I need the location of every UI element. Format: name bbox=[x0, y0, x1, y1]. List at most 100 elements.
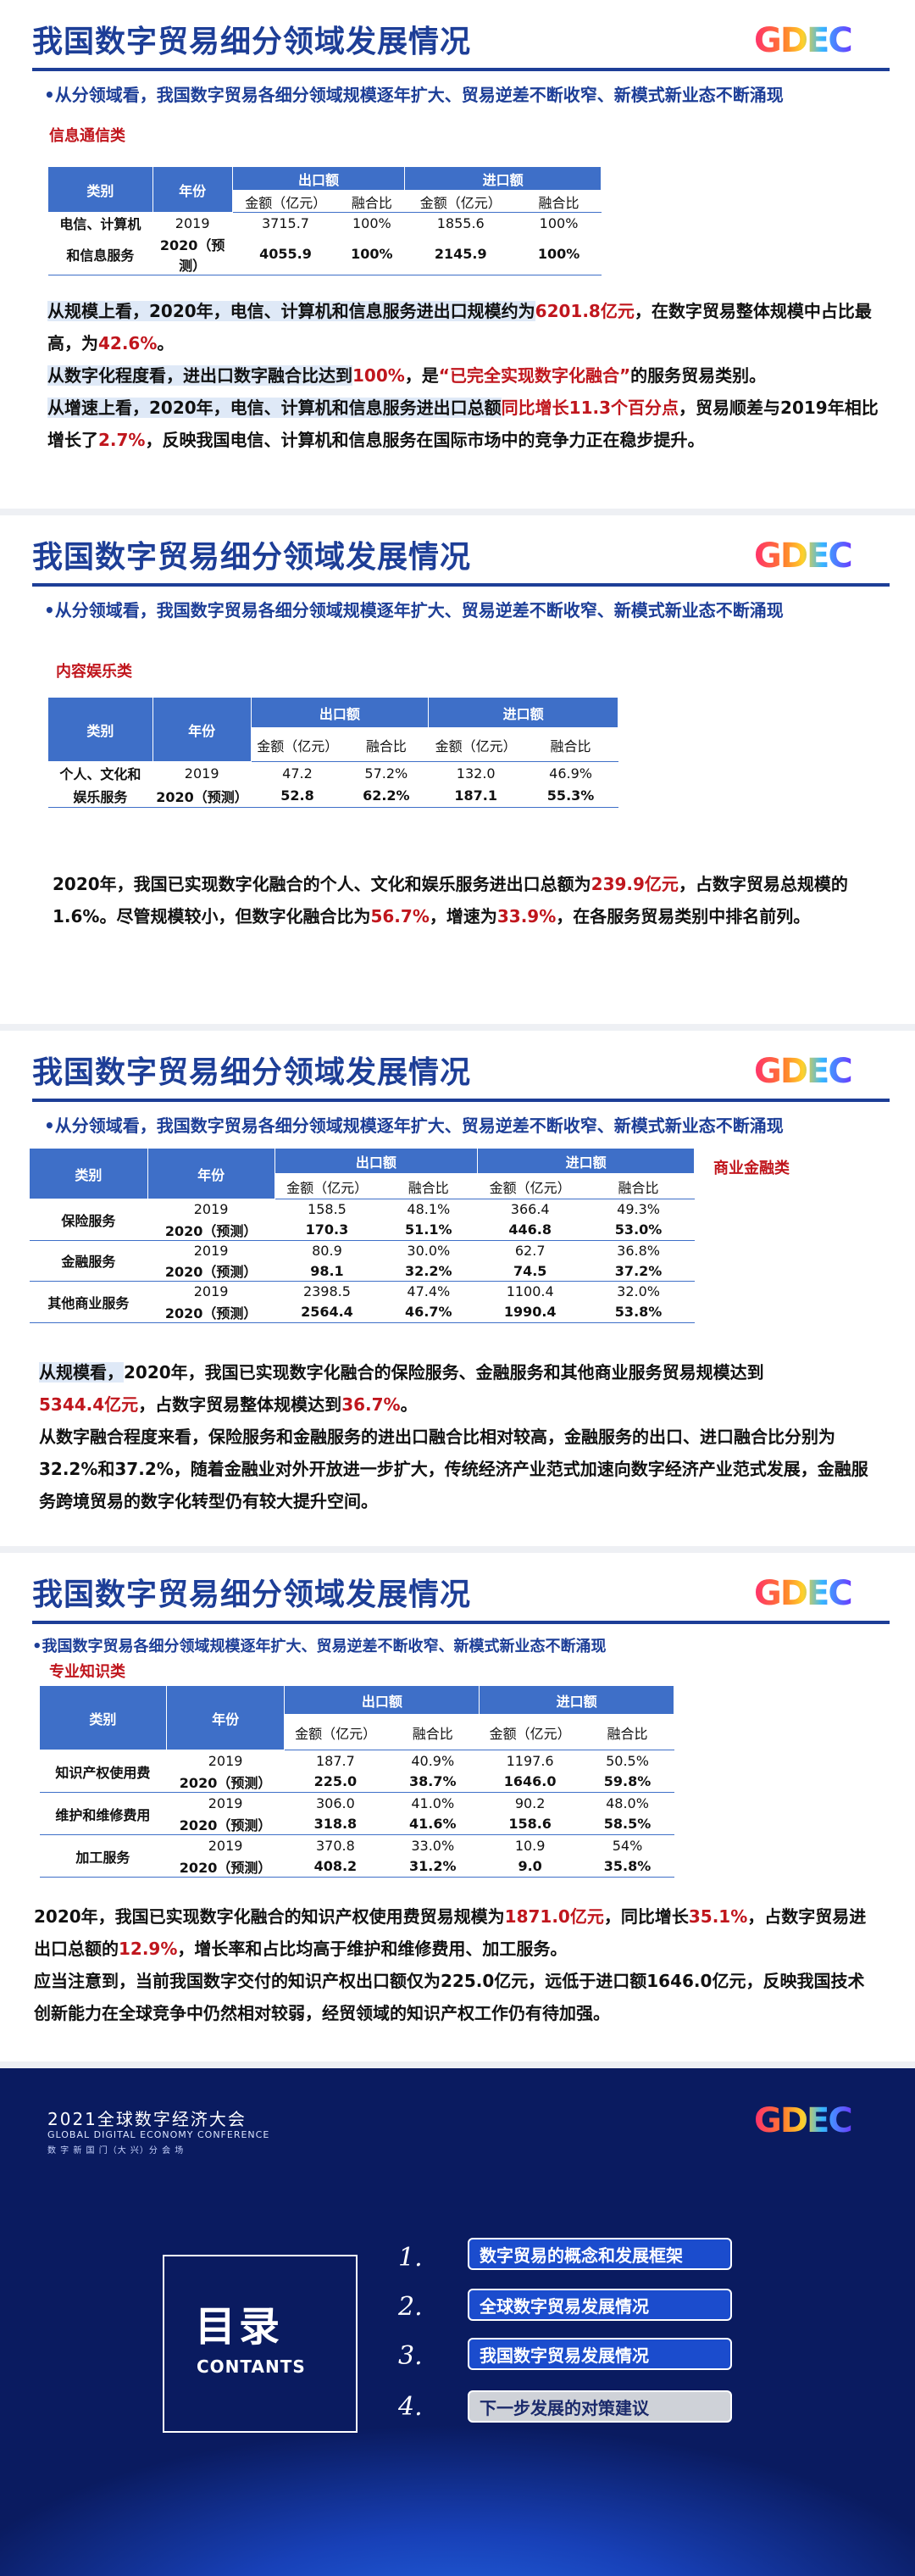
cell-export: 2398.5 bbox=[302, 1283, 351, 1300]
paragraph: 2020年，我国已实现数字化融合的个人、文化和娱乐服务进出口总额为239.9亿元… bbox=[53, 874, 848, 926]
cell-year: 2020（预测） bbox=[147, 1260, 274, 1282]
col-ratio: 融合比 bbox=[343, 727, 429, 762]
cell-year: 2020（预测） bbox=[166, 1771, 285, 1793]
cell-import-ratio: 50.5% bbox=[606, 1752, 649, 1769]
cell-import-ratio: 36.8% bbox=[617, 1242, 660, 1259]
col-category: 类别 bbox=[47, 697, 153, 762]
gdec-logo: GDEC bbox=[754, 1052, 853, 1091]
cell-year: 2020（预测） bbox=[147, 1301, 274, 1323]
table-row: 维护和维修费用 2019 306.0 41.0% 90.2 48.0% bbox=[39, 1792, 674, 1835]
cell-export-ratio: 100% bbox=[352, 214, 391, 231]
cell-year: 2019 bbox=[193, 1201, 229, 1218]
cell-export-ratio: 33.0% bbox=[411, 1837, 455, 1854]
col-year: 年份 bbox=[147, 1148, 275, 1199]
col-amount: 金额（亿元） bbox=[404, 190, 517, 213]
cell-import: 366.4 bbox=[510, 1201, 550, 1218]
bullet-text: •我国数字贸易各细分领域规模逐年扩大、贸易逆差不断收窄、新模式新业态不断涌现 bbox=[32, 1638, 607, 1655]
conference-name-en: GLOBAL DIGITAL ECONOMY CONFERENCE bbox=[47, 2129, 270, 2140]
col-category: 类别 bbox=[29, 1148, 148, 1199]
cell-year: 2019 bbox=[208, 1752, 243, 1769]
cell-year: 2019 bbox=[193, 1283, 229, 1300]
cell-import-ratio: 55.3% bbox=[523, 784, 618, 808]
cell-year: 2019 bbox=[193, 1242, 229, 1259]
table-row: 2020（预测） 408.2 31.2% 9.0 35.8% bbox=[40, 1855, 674, 1878]
cell-import: 132.0 bbox=[456, 765, 496, 782]
col-export: 出口额 bbox=[250, 697, 430, 728]
cell-import-ratio: 58.5% bbox=[580, 1813, 674, 1835]
cell-export: 306.0 bbox=[315, 1794, 355, 1811]
category-label: 专业知识类 bbox=[49, 1663, 125, 1681]
cell-export: 3715.7 bbox=[261, 214, 309, 231]
paragraph: 2020年，我国已实现数字化融合的知识产权使用费贸易规模为1871.0亿元，同比… bbox=[34, 1906, 867, 1959]
row-name: 和信息服务 bbox=[47, 233, 153, 275]
col-export: 出口额 bbox=[274, 1148, 479, 1174]
gdec-logo: GDEC bbox=[754, 21, 853, 60]
toc-number: 3. bbox=[398, 2341, 423, 2371]
conference-name: 2021全球数字经济大会 bbox=[47, 2109, 247, 2129]
toc-number: 1. bbox=[398, 2243, 423, 2273]
cell-export: 158.5 bbox=[308, 1201, 347, 1218]
col-category: 类别 bbox=[39, 1685, 167, 1750]
slide-finance: 我国数字贸易细分领域发展情况 GDEC •从分领域看，我国数字贸易各细分领域规模… bbox=[0, 1031, 915, 1546]
cell-export: 52.8 bbox=[251, 784, 344, 808]
cell-export-ratio: 51.1% bbox=[379, 1219, 478, 1241]
category-label: 内容娱乐类 bbox=[56, 663, 132, 681]
cell-export: 80.9 bbox=[312, 1242, 342, 1259]
cell-import-ratio: 53.8% bbox=[582, 1301, 695, 1323]
cell-export: 187.7 bbox=[315, 1752, 355, 1769]
cell-export-ratio: 41.0% bbox=[411, 1794, 455, 1811]
cell-export: 2564.4 bbox=[274, 1301, 380, 1323]
title-rule bbox=[32, 583, 890, 587]
cell-import-ratio: 48.0% bbox=[606, 1794, 649, 1811]
col-category: 类别 bbox=[47, 166, 153, 213]
paragraph: 从规模上看，2020年，电信、计算机和信息服务进出口规模约为6201.8亿元，在… bbox=[47, 301, 879, 450]
cell-year: 2020（预测） bbox=[147, 1219, 274, 1241]
col-import: 进口额 bbox=[404, 166, 602, 191]
toc-item-concept[interactable]: 数字贸易的概念和发展框架 bbox=[468, 2238, 732, 2270]
cell-export-ratio: 41.6% bbox=[385, 1813, 480, 1835]
paragraph: 从数字融合程度来看，保险服务和金融服务的进出口融合比相对较高，金融服务的出口、进… bbox=[39, 1427, 868, 1511]
cell-export: 408.2 bbox=[284, 1855, 386, 1878]
cell-export-ratio: 57.2% bbox=[364, 765, 408, 782]
col-amount: 金额（亿元） bbox=[477, 1173, 583, 1199]
category-label: 商业金融类 bbox=[713, 1160, 790, 1177]
row-name: 加工服务 bbox=[39, 1834, 167, 1878]
row-name: 电信、计算机 bbox=[59, 216, 141, 233]
slide-telecom: 我国数字贸易细分领域发展情况 GDEC •从分领域看，我国数字贸易各细分领域规模… bbox=[0, 0, 915, 509]
toc-item-china[interactable]: 我国数字贸易发展情况 bbox=[468, 2338, 732, 2370]
cell-import-ratio: 49.3% bbox=[617, 1201, 660, 1218]
cell-import-ratio: 37.2% bbox=[582, 1260, 695, 1282]
cell-export: 225.0 bbox=[284, 1771, 386, 1793]
slide-title: 我国数字贸易细分领域发展情况 bbox=[32, 25, 472, 59]
gdec-logo: GDEC bbox=[754, 1574, 853, 1613]
col-export: 出口额 bbox=[284, 1685, 480, 1715]
cell-export-ratio: 38.7% bbox=[385, 1771, 480, 1793]
col-ratio: 融合比 bbox=[523, 727, 618, 762]
cell-import: 90.2 bbox=[514, 1794, 546, 1811]
cell-export-ratio: 31.2% bbox=[385, 1855, 480, 1878]
title-rule bbox=[32, 1099, 890, 1102]
col-amount: 金额（亿元） bbox=[428, 727, 524, 762]
cell-export: 47.2 bbox=[282, 765, 313, 782]
col-ratio: 融合比 bbox=[582, 1173, 695, 1199]
cell-export: 170.3 bbox=[274, 1219, 380, 1241]
data-table: 类别 年份 出口额 进口额 金额（亿元） 融合比 金额（亿元） 融合比 电信、计… bbox=[47, 166, 602, 275]
toc-frame bbox=[163, 2255, 358, 2433]
cell-export-ratio: 46.7% bbox=[379, 1301, 478, 1323]
cell-import-ratio: 35.8% bbox=[580, 1855, 674, 1878]
data-table: 类别 年份 出口额 进口额 金额（亿元） 融合比 金额（亿元） 融合比 知识产权… bbox=[39, 1685, 674, 1878]
toc-item-suggestions[interactable]: 下一步发展的对策建议 bbox=[468, 2390, 732, 2423]
table-row: 2020（预测） 170.3 51.1% 446.8 53.0% bbox=[30, 1219, 695, 1241]
cell-import: 1855.6 bbox=[436, 214, 485, 231]
cell-import-ratio: 100% bbox=[539, 214, 579, 231]
col-ratio: 融合比 bbox=[516, 190, 602, 213]
toc-number: 2. bbox=[398, 2292, 423, 2322]
slide-title: 我国数字贸易细分领域发展情况 bbox=[32, 1055, 472, 1090]
toc-item-global[interactable]: 全球数字贸易发展情况 bbox=[468, 2289, 732, 2321]
cell-year: 2020（预测） bbox=[166, 1855, 285, 1878]
cell-export-ratio: 40.9% bbox=[411, 1752, 455, 1769]
cell-import: 1100.4 bbox=[506, 1283, 554, 1300]
cell-export-ratio: 48.1% bbox=[407, 1201, 451, 1218]
slide-title: 我国数字贸易细分领域发展情况 bbox=[32, 1577, 472, 1612]
title-rule bbox=[32, 1621, 890, 1624]
